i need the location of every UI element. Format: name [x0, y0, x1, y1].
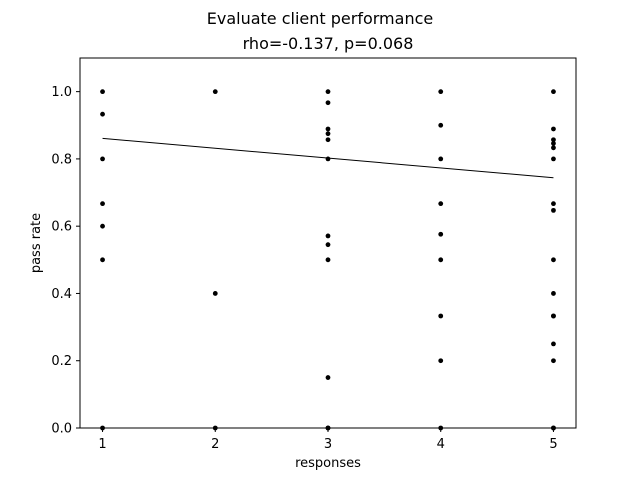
data-point [551, 358, 556, 364]
data-point [438, 89, 444, 95]
data-point [551, 291, 556, 296]
y-axis-ticks: 0.0 0.2 0.4 0.6 0.8 1.0 [51, 85, 80, 437]
chart-title: Evaluate client performance [207, 9, 433, 28]
y-tick-label: 0.2 [51, 354, 72, 369]
data-point [438, 231, 444, 237]
data-point [551, 156, 556, 162]
y-tick-label: 1.0 [51, 85, 72, 100]
data-point [438, 358, 444, 364]
data-point [438, 156, 444, 162]
data-point [325, 137, 331, 143]
x-tick-label: 3 [324, 437, 332, 452]
x-tick-label: 5 [549, 437, 557, 452]
data-point [100, 89, 105, 95]
data-point [325, 89, 331, 95]
data-points-layer [100, 89, 556, 431]
data-point [325, 100, 331, 106]
data-point [100, 257, 105, 263]
data-point [325, 131, 331, 137]
x-tick-label: 4 [437, 437, 445, 452]
data-point [325, 242, 331, 248]
data-point [100, 201, 105, 207]
data-point [212, 89, 218, 95]
data-point [100, 156, 105, 162]
data-point [551, 145, 556, 151]
data-point [100, 223, 105, 229]
data-point [438, 201, 444, 207]
y-tick-label: 0.0 [51, 422, 72, 437]
data-point [438, 313, 444, 319]
data-point [551, 137, 556, 143]
data-point [551, 141, 556, 146]
data-point [325, 126, 331, 132]
data-point [438, 122, 444, 128]
data-point [551, 313, 556, 319]
data-point [325, 156, 331, 162]
data-point [551, 341, 556, 347]
y-axis-label: pass rate [29, 213, 44, 273]
y-tick-label: 0.8 [51, 152, 72, 167]
data-point [438, 257, 444, 263]
data-point [325, 257, 331, 263]
data-point [325, 375, 331, 380]
data-point [551, 201, 556, 207]
data-point [551, 207, 556, 213]
x-tick-label: 1 [98, 437, 106, 452]
x-axis-ticks: 1 2 3 4 5 [98, 428, 558, 452]
data-point [551, 126, 556, 132]
x-tick-label: 2 [211, 437, 219, 452]
data-point [325, 233, 331, 239]
data-point [551, 89, 556, 95]
x-axis-label: responses [295, 456, 361, 471]
data-point [551, 257, 556, 263]
chart-subtitle: rho=-0.137, p=0.068 [243, 34, 414, 53]
data-point [212, 291, 218, 296]
y-tick-label: 0.4 [51, 287, 72, 302]
data-point [100, 111, 105, 117]
y-tick-label: 0.6 [51, 220, 72, 235]
